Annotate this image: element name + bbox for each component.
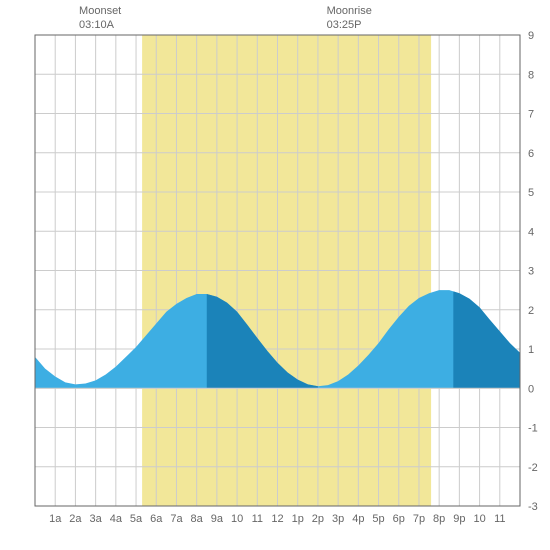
svg-text:1: 1	[528, 344, 534, 356]
svg-text:4a: 4a	[110, 513, 123, 525]
svg-text:3: 3	[528, 266, 534, 278]
svg-text:1a: 1a	[49, 513, 62, 525]
svg-text:12: 12	[271, 513, 283, 525]
svg-text:-1: -1	[528, 423, 538, 435]
svg-text:1p: 1p	[292, 513, 304, 525]
svg-text:3a: 3a	[90, 513, 103, 525]
svg-text:7p: 7p	[413, 513, 425, 525]
svg-text:4: 4	[528, 226, 534, 238]
svg-text:6p: 6p	[393, 513, 405, 525]
svg-text:9p: 9p	[453, 513, 465, 525]
chart-svg: 1a2a3a4a5a6a7a8a9a1011121p2p3p4p5p6p7p8p…	[0, 0, 550, 550]
svg-text:-2: -2	[528, 462, 538, 474]
moonset-time: 03:10A	[79, 18, 121, 32]
moonrise-annotation: Moonrise 03:25P	[327, 4, 372, 33]
svg-text:5a: 5a	[130, 513, 143, 525]
tide-chart: 1a2a3a4a5a6a7a8a9a1011121p2p3p4p5p6p7p8p…	[0, 0, 550, 550]
svg-text:5p: 5p	[372, 513, 384, 525]
svg-text:8: 8	[528, 69, 534, 81]
svg-text:10: 10	[231, 513, 243, 525]
svg-text:4p: 4p	[352, 513, 364, 525]
svg-text:8a: 8a	[191, 513, 204, 525]
svg-text:5: 5	[528, 187, 534, 199]
svg-text:9a: 9a	[211, 513, 224, 525]
svg-text:2p: 2p	[312, 513, 324, 525]
svg-text:11: 11	[252, 513, 263, 525]
svg-text:8p: 8p	[433, 513, 445, 525]
svg-text:7a: 7a	[170, 513, 183, 525]
svg-text:7: 7	[528, 109, 534, 121]
svg-text:-3: -3	[528, 501, 538, 513]
svg-text:9: 9	[528, 30, 534, 42]
svg-text:2: 2	[528, 305, 534, 317]
svg-text:6: 6	[528, 148, 534, 160]
svg-text:3p: 3p	[332, 513, 344, 525]
moonset-annotation: Moonset 03:10A	[79, 4, 121, 33]
svg-text:11: 11	[494, 513, 505, 525]
svg-text:6a: 6a	[150, 513, 163, 525]
moonrise-label: Moonrise	[327, 4, 372, 18]
moonset-label: Moonset	[79, 4, 121, 18]
svg-text:2a: 2a	[69, 513, 82, 525]
moonrise-time: 03:25P	[327, 18, 372, 32]
svg-text:0: 0	[528, 383, 534, 395]
svg-text:10: 10	[473, 513, 485, 525]
